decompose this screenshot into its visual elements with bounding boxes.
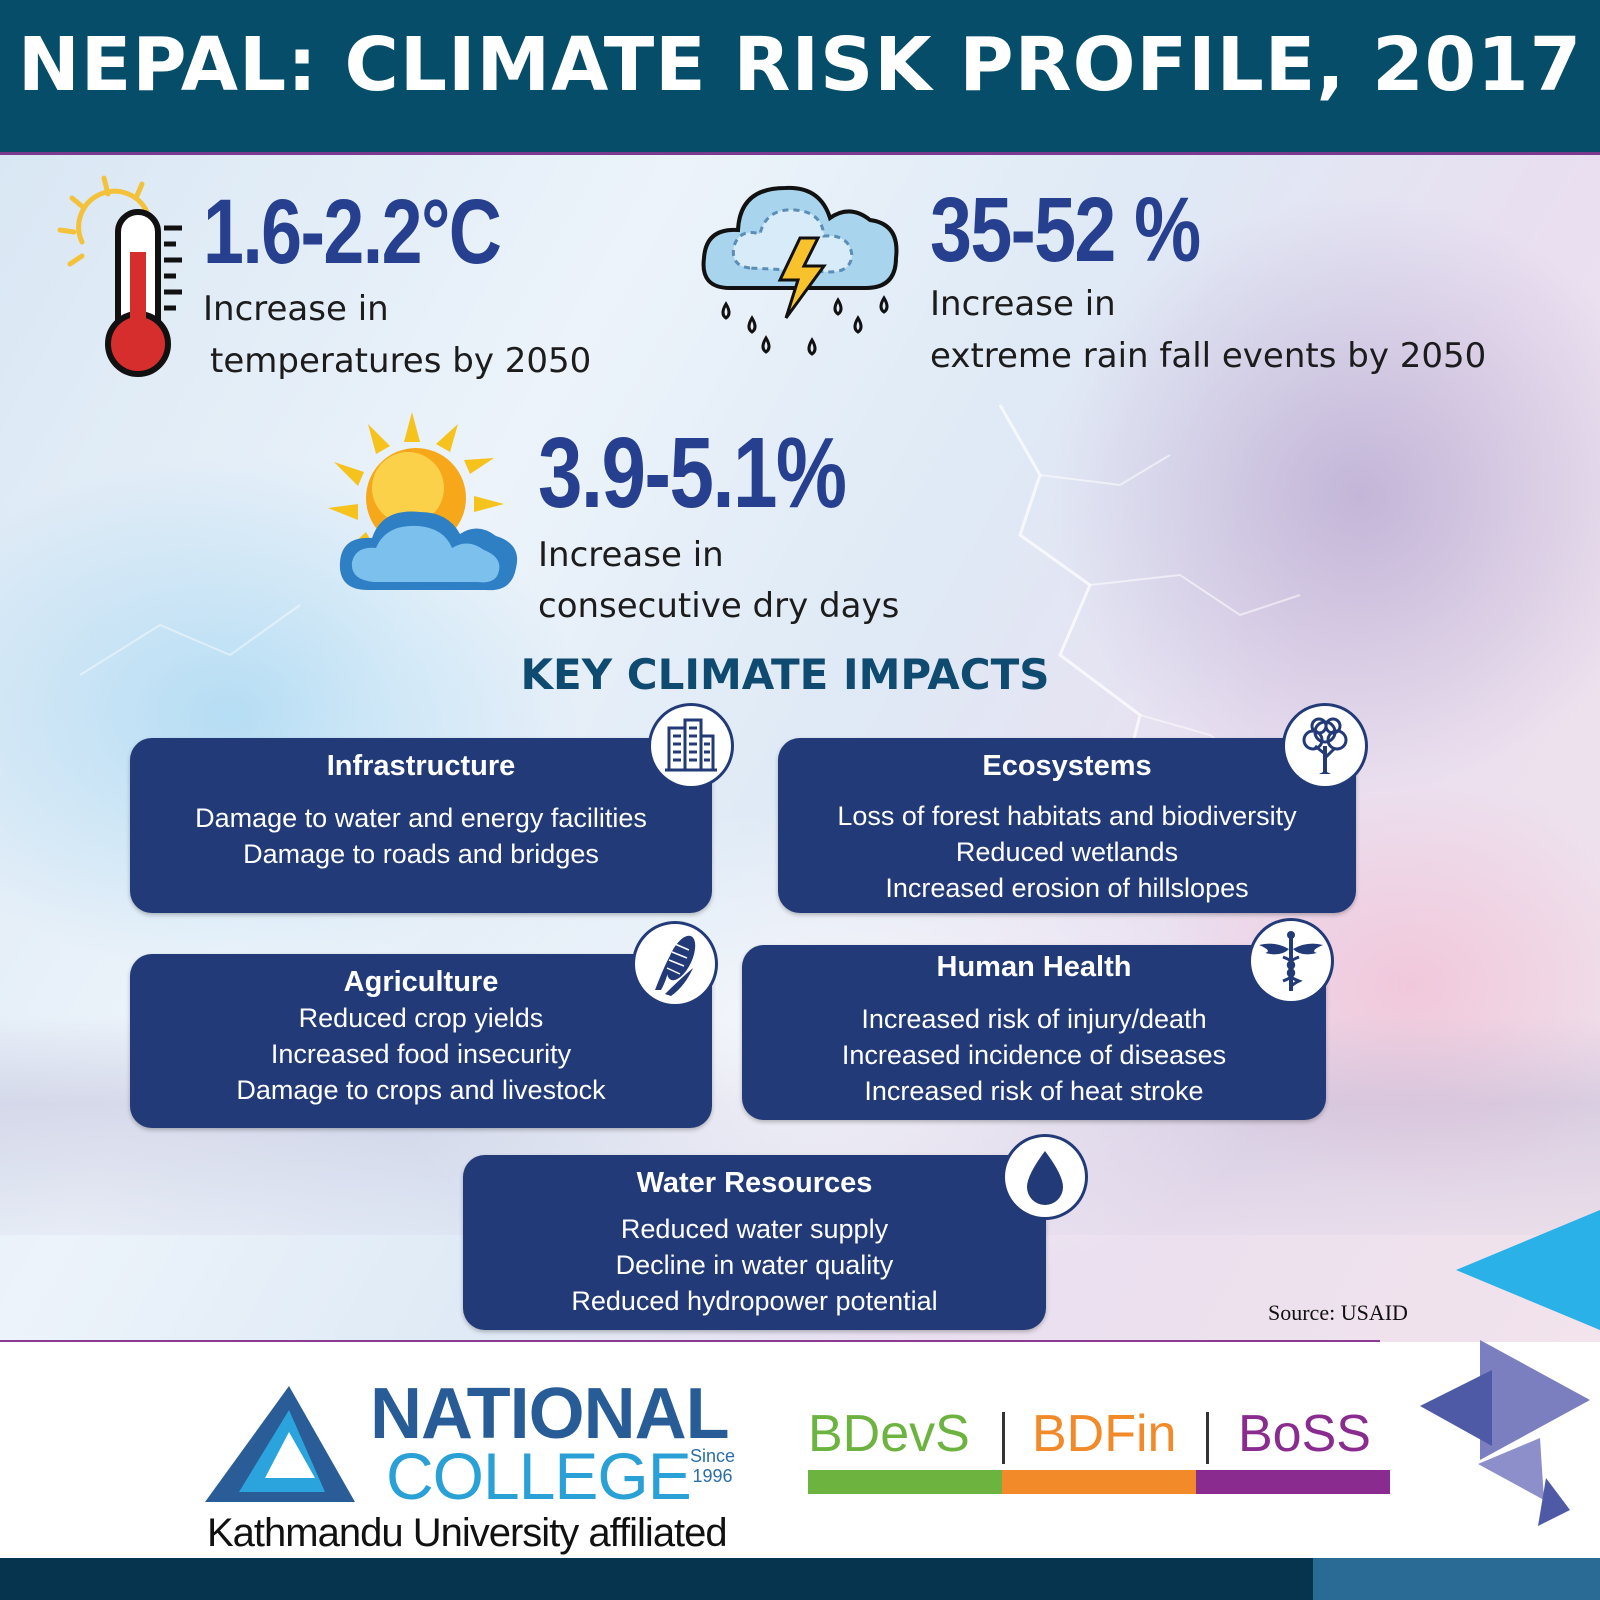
card-title: Water Resources bbox=[636, 1167, 873, 1199]
header-bar: NEPAL: CLIMATE RISK PROFILE, 2017 bbox=[0, 0, 1600, 152]
program-bdfin: BDFin bbox=[1032, 1405, 1177, 1463]
page-title: NEPAL: CLIMATE RISK PROFILE, 2017 bbox=[17, 22, 1583, 108]
impact-card-water-resources: Water Resources Reduced water supply Dec… bbox=[463, 1155, 1046, 1330]
program-separator bbox=[1002, 1412, 1005, 1464]
card-lines: Reduced crop yields Increased food insec… bbox=[130, 1000, 712, 1108]
card-lines: Damage to water and energy facilities Da… bbox=[130, 800, 712, 872]
rainfall-stat-label-2: extreme rain fall events by 2050 bbox=[930, 336, 1487, 376]
card-lines: Reduced water supply Decline in water qu… bbox=[463, 1211, 1046, 1319]
card-title: Ecosystems bbox=[982, 750, 1152, 782]
temperature-stat-label-1: Increase in bbox=[203, 289, 389, 329]
source-credit: Source: USAID bbox=[1268, 1300, 1408, 1325]
tree-icon bbox=[1282, 703, 1368, 789]
storm-cloud-icon bbox=[701, 185, 899, 356]
program-separator bbox=[1206, 1412, 1209, 1464]
college-name-line2: COLLEGE bbox=[386, 1439, 692, 1513]
corn-icon bbox=[632, 921, 718, 1007]
college-affiliation: Kathmandu University affiliated bbox=[207, 1511, 728, 1555]
college-name-line1: NATIONAL bbox=[370, 1374, 730, 1454]
card-lines: Loss of forest habitats and biodiversity… bbox=[778, 798, 1356, 906]
program-boss: BoSS bbox=[1238, 1405, 1371, 1463]
rainfall-stat-value: 35-52 % bbox=[930, 179, 1201, 281]
college-since: Since 1996 bbox=[690, 1446, 735, 1486]
card-line: Damage to crops and livestock bbox=[236, 1075, 606, 1105]
card-line: Decline in water quality bbox=[615, 1250, 894, 1280]
decorative-triangles bbox=[1420, 1210, 1600, 1526]
rainfall-stat-label-1: Increase in bbox=[930, 284, 1116, 324]
card-line: Increased risk of injury/death bbox=[861, 1004, 1207, 1034]
dry-days-stat-value: 3.9-5.1% bbox=[538, 417, 847, 529]
program-bar-boss bbox=[1196, 1470, 1390, 1494]
card-line: Increased incidence of diseases bbox=[841, 1040, 1227, 1070]
header-divider bbox=[0, 152, 1600, 155]
since-year: 1996 bbox=[692, 1466, 733, 1486]
card-line: Damage to water and energy facilities bbox=[195, 803, 647, 833]
impact-card-infrastructure: Infrastructure Damage to water and energ… bbox=[130, 738, 712, 913]
bottom-strip-accent bbox=[1313, 1558, 1600, 1600]
card-line: Increased risk of heat stroke bbox=[864, 1076, 1204, 1106]
content-divider bbox=[0, 1340, 1380, 1342]
temperature-stat-label-2: temperatures by 2050 bbox=[210, 341, 592, 381]
sun-cloud-icon bbox=[328, 412, 518, 591]
card-line: Loss of forest habitats and biodiversity bbox=[837, 801, 1297, 831]
dry-days-stat-label-2: consecutive dry days bbox=[538, 586, 900, 626]
caduceus-icon bbox=[1248, 918, 1334, 1004]
card-line: Reduced crop yields bbox=[298, 1003, 544, 1033]
impacts-heading: KEY CLIMATE IMPACTS bbox=[520, 650, 1050, 699]
card-line: Increased food insecurity bbox=[270, 1039, 572, 1069]
card-title: Agriculture bbox=[343, 966, 499, 998]
water-drop-icon bbox=[1002, 1134, 1088, 1220]
dry-days-stat-label-1: Increase in bbox=[538, 535, 724, 575]
college-logo-mark bbox=[205, 1386, 355, 1502]
card-title: Infrastructure bbox=[326, 750, 516, 782]
card-lines: Increased risk of injury/death Increased… bbox=[742, 1001, 1326, 1109]
impact-card-ecosystems: Ecosystems Loss of forest habitats and b… bbox=[778, 738, 1356, 913]
buildings-icon bbox=[648, 703, 734, 789]
program-bar-bdfin bbox=[1002, 1470, 1196, 1494]
card-line: Damage to roads and bridges bbox=[243, 839, 599, 869]
since-label: Since bbox=[690, 1446, 736, 1466]
card-line: Reduced water supply bbox=[620, 1214, 889, 1244]
card-line: Increased erosion of hillslopes bbox=[885, 873, 1249, 903]
impact-card-human-health: Human Health Increased risk of injury/de… bbox=[742, 945, 1326, 1120]
temperature-stat-value: 1.6-2.2°C bbox=[203, 181, 502, 283]
card-line: Reduced wetlands bbox=[955, 837, 1179, 867]
card-title: Human Health bbox=[936, 951, 1132, 983]
impact-card-agriculture: Agriculture Reduced crop yields Increase… bbox=[130, 954, 712, 1128]
thermometer-icon bbox=[57, 175, 182, 377]
program-bar-bdevs bbox=[808, 1470, 1002, 1494]
program-bdevs: BDevS bbox=[808, 1405, 970, 1463]
card-line: Reduced hydropower potential bbox=[571, 1286, 938, 1316]
